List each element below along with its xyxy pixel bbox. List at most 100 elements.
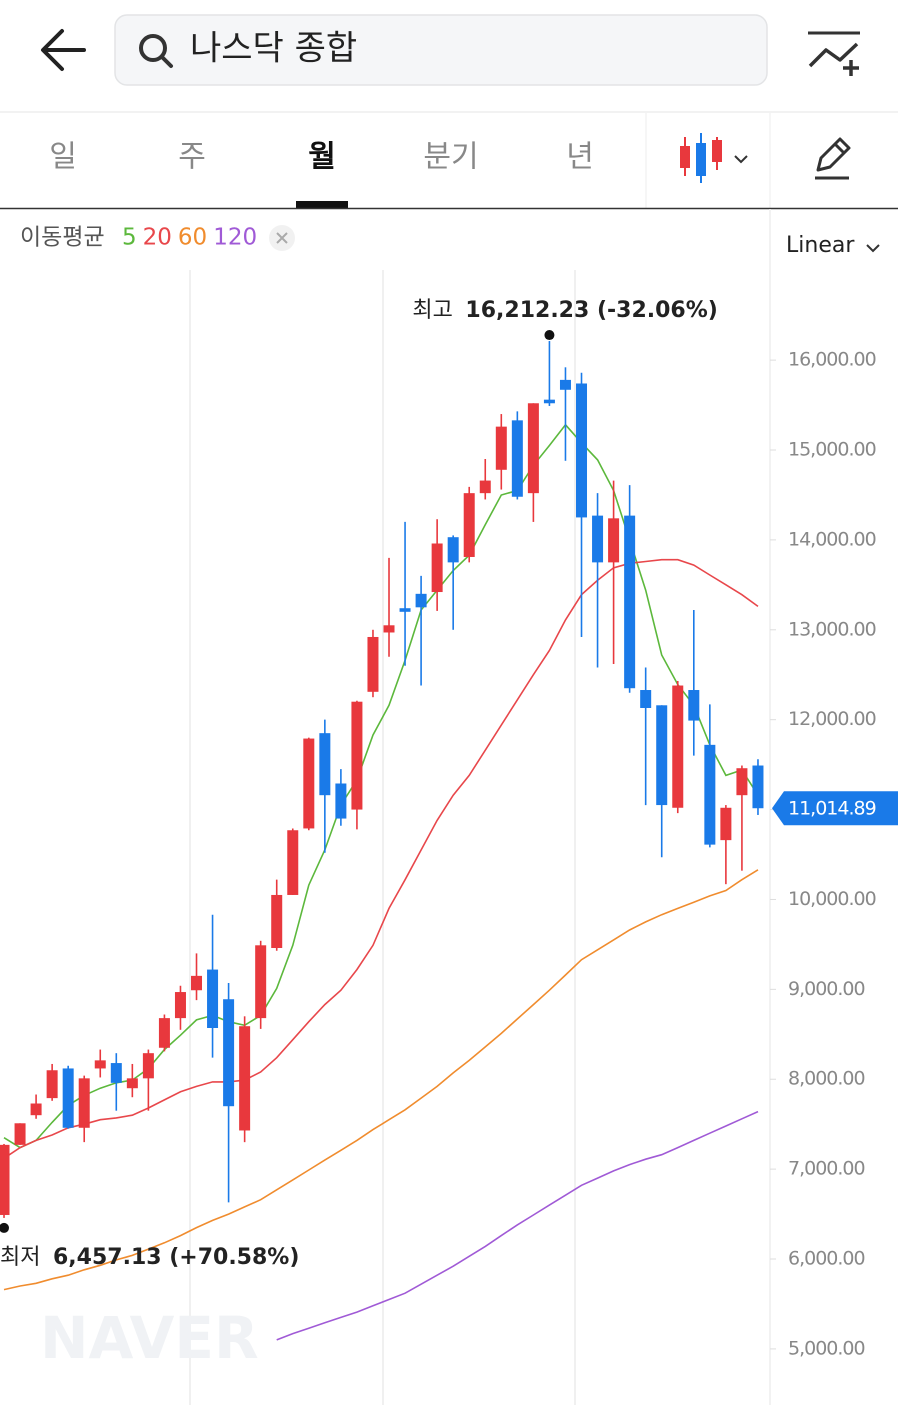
moving-average-line	[3, 869, 759, 1291]
candle-body	[158, 1018, 170, 1048]
draw-button[interactable]	[815, 137, 851, 180]
candle-body	[126, 1078, 138, 1089]
candle-body	[383, 625, 395, 633]
tab-bar: 일 주 월 분기 년	[49, 140, 594, 208]
candle-body	[447, 537, 459, 563]
candle-body	[303, 738, 315, 829]
back-button[interactable]	[41, 29, 86, 71]
candle-body	[511, 420, 523, 497]
y-tick-label: 10,000.00	[788, 888, 876, 910]
candle-body	[351, 701, 363, 810]
candle-body	[399, 608, 411, 612]
high-marker	[544, 330, 555, 341]
watermark: NAVER	[40, 1304, 259, 1372]
search-icon	[139, 34, 167, 62]
legend-entry: 60	[178, 225, 207, 251]
candle-body	[656, 705, 668, 806]
candle-body	[207, 969, 219, 1029]
icon-plus	[843, 60, 859, 76]
candle-body	[14, 1123, 26, 1145]
y-tick-label: 6,000.00	[788, 1248, 865, 1270]
last-price-label: 11,014.89	[788, 798, 876, 820]
candle-body	[62, 1068, 74, 1128]
candle-body	[239, 1026, 251, 1131]
candle-body	[367, 636, 379, 692]
candle-body	[191, 975, 203, 991]
legend-entry: 120	[213, 225, 257, 251]
candle-body	[495, 426, 507, 470]
low-marker	[0, 1222, 10, 1233]
candle-body	[94, 1060, 106, 1069]
chevron	[866, 244, 880, 253]
scale-label: Linear	[786, 233, 855, 258]
tab-underline	[296, 201, 348, 208]
legend-entry: 20	[143, 225, 172, 251]
y-tick-label: 15,000.00	[788, 439, 876, 461]
plot: 16,000.00 15,000.00 14,000.00 13,000.00 12,0…	[0, 298, 898, 1359]
icon-candle	[712, 140, 722, 162]
tab[interactable]: 월	[308, 140, 336, 175]
candle-body	[576, 383, 588, 518]
y-tick-label: 12,000.00	[788, 708, 876, 730]
y-tick-label: 8,000.00	[788, 1068, 865, 1090]
annotation-text: 6,457.13 (+70.58%)	[53, 1245, 299, 1270]
candle-body	[479, 480, 491, 494]
last-price-tag	[772, 791, 898, 826]
icon-line	[808, 42, 859, 68]
chart-type-button[interactable]	[680, 133, 748, 183]
tab[interactable]: 주	[178, 140, 206, 175]
icon-candle	[680, 146, 690, 168]
candle-body	[271, 894, 283, 948]
candle-body	[704, 744, 716, 845]
candle-body	[30, 1103, 42, 1116]
annotation-text: 16,212.23 (-32.06%)	[465, 298, 717, 323]
y-tick-label: 7,000.00	[788, 1158, 865, 1180]
tab[interactable]: 년	[566, 140, 594, 175]
candle-body	[110, 1063, 122, 1083]
candle-body	[142, 1053, 154, 1079]
legend: 5 20 60 120	[122, 225, 257, 251]
y-tick-label: 5,000.00	[788, 1337, 865, 1359]
annotation-label: 최저	[0, 1245, 40, 1270]
candle-body	[672, 685, 684, 808]
candle-body	[463, 493, 475, 557]
y-tick-label: 14,000.00	[788, 528, 876, 550]
candle-body	[527, 403, 539, 494]
compare-button[interactable]	[808, 31, 860, 76]
candle-body	[608, 518, 620, 563]
annotation-label: 최고	[412, 298, 452, 323]
back-arrow	[41, 29, 86, 71]
search-icon	[160, 55, 173, 68]
scale-button[interactable]: Linear	[786, 233, 880, 258]
close-indicator-button[interactable]	[269, 225, 295, 251]
candle-body	[640, 690, 652, 708]
search-box[interactable]	[114, 14, 768, 86]
candle-body	[46, 1070, 58, 1099]
legend-entry: 5	[122, 225, 137, 251]
candle-body	[319, 733, 331, 796]
icon-candle	[696, 143, 706, 176]
candle-body	[287, 830, 299, 895]
candle-body	[255, 945, 267, 1019]
chevron	[734, 155, 748, 164]
candle-body	[752, 765, 764, 809]
moving-average-line	[276, 1110, 759, 1341]
candle-body	[174, 992, 186, 1019]
candle-body	[0, 1144, 10, 1215]
indicator-label: 이동평균	[20, 225, 105, 251]
close-x	[276, 232, 288, 244]
candle-body	[592, 515, 604, 563]
y-tick-label: 9,000.00	[788, 978, 865, 1000]
candle-body	[223, 999, 235, 1107]
y-tick-label: 13,000.00	[788, 618, 876, 640]
candle-body	[415, 593, 427, 608]
candle-body	[335, 783, 347, 819]
candle-body	[543, 399, 555, 404]
tab[interactable]: 일	[49, 140, 77, 175]
candle-body	[720, 807, 732, 841]
candle-body	[624, 515, 636, 689]
tab[interactable]: 분기	[423, 140, 478, 175]
candle-body	[559, 379, 571, 390]
candle-body	[431, 543, 443, 593]
